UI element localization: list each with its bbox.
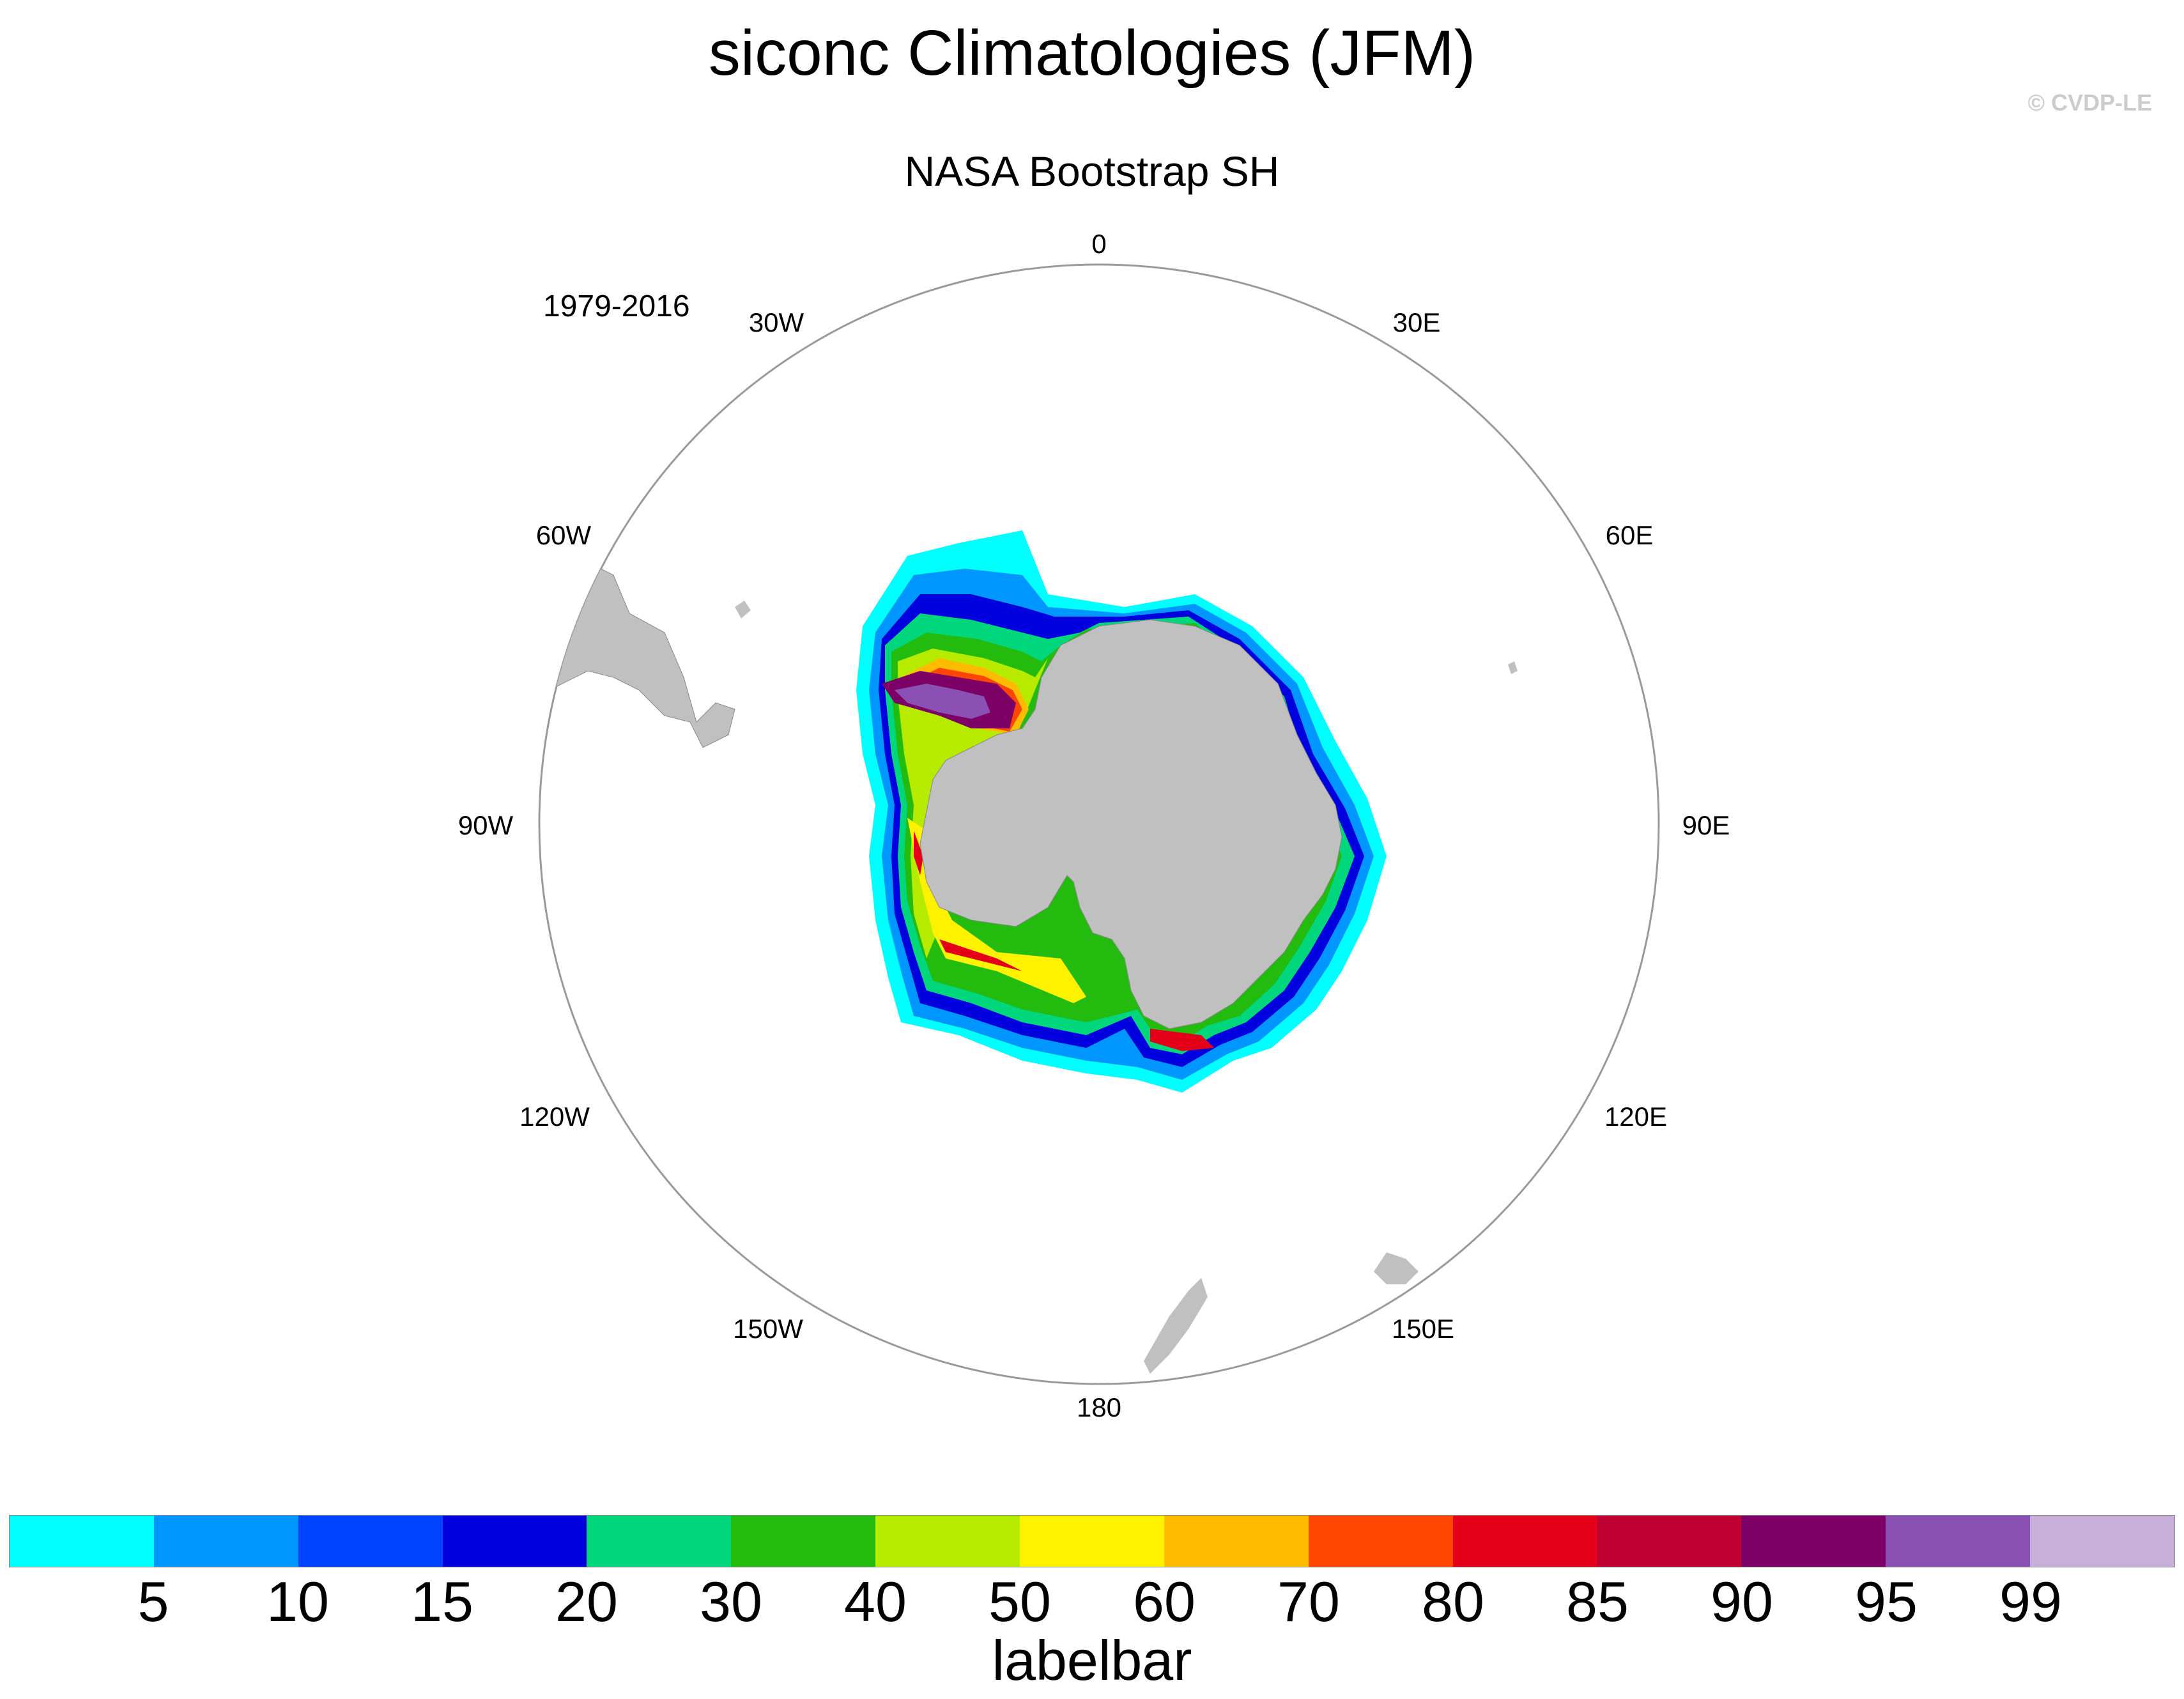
labelbar-tick-label: 30: [700, 1570, 762, 1633]
labelbar-swatch: [1886, 1516, 2031, 1567]
labelbar-tick-label: 5: [137, 1570, 169, 1633]
lon-label-30e: 30E: [1392, 307, 1441, 337]
labelbar-title: labelbar: [992, 1629, 1192, 1692]
lon-label-90e: 90E: [1682, 810, 1730, 840]
lon-label-150w: 150W: [733, 1314, 803, 1344]
labelbar-swatch: [442, 1516, 587, 1567]
labelbar: [9, 1515, 2175, 1567]
labelbar-tick-label: 60: [1133, 1570, 1196, 1633]
land-new-zealand: [1144, 1252, 1419, 1374]
labelbar-tick-label: 70: [1277, 1570, 1340, 1633]
ice-band-99: [895, 684, 990, 719]
lon-label-90w: 90W: [458, 810, 514, 840]
lon-label-60e: 60E: [1605, 520, 1654, 550]
lon-label-60w: 60W: [535, 520, 592, 550]
map-content: [549, 530, 1518, 1374]
land-falklands: [735, 601, 751, 619]
land-island: [1508, 661, 1518, 674]
ice-band-60: [907, 818, 1086, 1003]
labelbar-tick-label: 85: [1566, 1570, 1629, 1633]
panel-subtitle: NASA Bootstrap SH: [904, 148, 1280, 195]
labelbar-swatch: [10, 1516, 154, 1567]
labelbar-swatch: [731, 1516, 876, 1567]
lon-label-120e: 120E: [1604, 1102, 1668, 1132]
labelbar-tick-label: 99: [1999, 1570, 2062, 1633]
lon-label-180: 180: [1076, 1392, 1122, 1422]
labelbar-tick-label: 40: [844, 1570, 907, 1633]
labelbar-swatch: [875, 1516, 1020, 1567]
plot-title: siconc Climatologies (JFM): [708, 17, 1476, 89]
labelbar-tick-label: 80: [1422, 1570, 1484, 1633]
labelbar-swatch: [2030, 1516, 2174, 1567]
labelbar-swatch: [1452, 1516, 1597, 1567]
labelbar-swatch: [587, 1516, 732, 1567]
lon-label-0: 0: [1091, 229, 1107, 259]
copyright-label: © CVDP-LE: [2027, 89, 2152, 116]
labelbar-swatch: [1597, 1516, 1742, 1567]
labelbar-tick-label: 15: [411, 1570, 473, 1633]
lon-label-30w: 30W: [748, 307, 804, 337]
labelbar-tick-label: 95: [1855, 1570, 1918, 1633]
land-south-america: [549, 562, 735, 748]
labelbar-swatch: [1741, 1516, 1886, 1567]
period-label: 1979-2016: [543, 289, 690, 323]
lon-label-150e: 150E: [1391, 1314, 1455, 1344]
labelbar-swatch: [1164, 1516, 1309, 1567]
labelbar-tick-label: 20: [555, 1570, 618, 1633]
labelbar-swatch: [1020, 1516, 1164, 1567]
labelbar-swatch: [153, 1516, 298, 1567]
labelbar-tick-label: 10: [266, 1570, 329, 1633]
lon-label-120w: 120W: [519, 1102, 590, 1132]
land-antarctica: [919, 619, 1342, 1029]
labelbar-tick-label: 90: [1711, 1570, 1773, 1633]
labelbar-tick-label: 50: [988, 1570, 1051, 1633]
labelbar-swatch: [1308, 1516, 1453, 1567]
labelbar-swatch: [298, 1516, 443, 1567]
